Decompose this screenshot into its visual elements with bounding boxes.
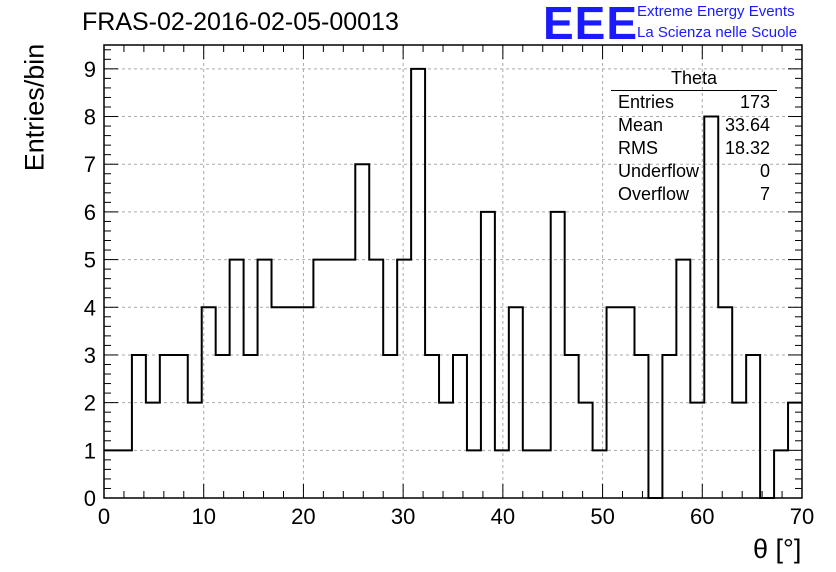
histogram-bin [425,355,439,498]
histogram-bin [439,403,453,498]
y-tick-label: 9 [84,57,96,82]
histogram-bin [160,355,174,498]
histogram-bin [272,307,286,498]
stats-row-underflow: Underflow 0 [611,160,777,183]
histogram-bin [118,450,132,498]
histogram-bin [299,307,313,498]
histogram-bin [467,450,481,498]
histogram-bin [355,164,369,498]
histogram-bin [383,355,397,498]
x-tick-label: 50 [590,504,614,529]
histogram-bin [341,260,355,498]
y-tick-label: 2 [84,391,96,416]
histogram-bin [327,260,341,498]
y-tick-label: 6 [84,200,96,225]
x-tick-label: 0 [98,504,110,529]
stats-value: 173 [739,92,770,112]
histogram-line [104,67,802,499]
stats-label: RMS [618,138,658,158]
histogram-bin [676,260,690,498]
stats-box-title: Theta [611,68,777,91]
stats-value: 7 [759,184,770,204]
stats-value: 0 [759,161,770,181]
histogram-bin [607,307,621,498]
histogram-bin [690,403,704,498]
histogram-bin [551,212,565,498]
logo-line-1: Extreme Energy Events [637,3,795,20]
x-tick-label: 30 [391,504,415,529]
stats-box: Theta Entries 173 Mean 33.64 RMS 18.32 Unde… [611,68,777,206]
histogram-bin [621,307,635,498]
x-tick-label: 60 [690,504,714,529]
stats-row-overflow: Overflow 7 [611,183,777,206]
histogram-bin [411,69,425,498]
histogram-bin [369,260,383,498]
histogram-bin [537,450,551,498]
stats-label: Entries [618,92,675,112]
y-tick-label: 7 [84,152,96,177]
eee-logo: EEE [543,0,639,49]
chart-title: FRAS-02-2016-02-05-00013 [82,8,399,36]
histogram-bin [258,260,272,498]
y-tick-label: 8 [84,105,96,130]
histogram-bin [662,355,676,498]
plot-frame [103,44,803,499]
histogram-bin [285,307,299,498]
histogram-bin [188,403,202,498]
stats-label: Mean [618,115,664,135]
histogram-bin [774,450,788,498]
stats-row-rms: RMS 18.32 [611,137,777,160]
x-tick-label: 10 [191,504,215,529]
x-axis-label: θ [°] [753,534,802,564]
histogram-bin [746,355,760,498]
x-tick-label: 20 [291,504,315,529]
histogram-bin [523,450,537,498]
histogram-bin [104,450,118,498]
y-tick-label: 5 [84,248,96,273]
histogram-bin [509,307,523,498]
histogram-bin [579,403,593,498]
histogram-bin [453,355,467,498]
histogram-bin [132,355,146,498]
stats-label: Overflow [618,184,690,204]
y-tick-label: 4 [84,295,96,320]
stats-row-entries: Entries 173 [611,91,777,114]
logo-line-2: La Scienza nelle Scuole [637,24,798,41]
histogram-bin [230,260,244,498]
x-tick-label: 40 [491,504,515,529]
histogram-bin [593,450,607,498]
histogram-bin [146,403,160,498]
histogram-bin [244,355,258,498]
histogram-bin [495,450,509,498]
stats-value: 18.32 [724,138,770,158]
y-tick-label: 3 [84,343,96,368]
histogram-bin [397,260,411,498]
y-tick-label: 0 [84,486,96,511]
histogram-bin [732,403,746,498]
histogram-bin [481,212,495,498]
histogram-bin [788,403,802,498]
histogram-bin [216,355,230,498]
stats-value: 33.64 [724,115,770,135]
histogram-bin [202,307,216,498]
y-axis-label: Entries/bin [19,43,50,172]
x-tick-label: 70 [790,504,814,529]
histogram-bin [174,355,188,498]
histogram-bin [565,355,579,498]
histogram-bin [634,355,648,498]
histogram-bin [313,260,327,498]
stats-row-mean: Mean 33.64 [611,114,777,137]
y-tick-label: 1 [84,438,96,463]
histogram-bin [718,307,732,498]
stats-label: Underflow [618,161,700,181]
